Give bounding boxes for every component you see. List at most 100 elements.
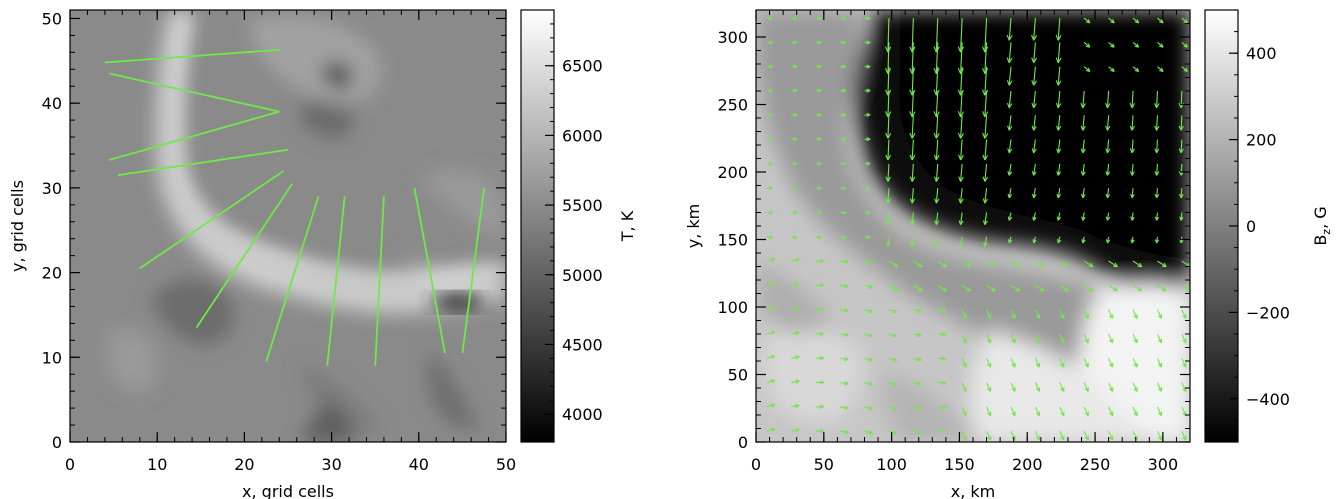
y-tick-label: 0 (52, 433, 62, 452)
vector-arrow (1157, 41, 1164, 48)
x-tick-label: 30 (321, 455, 341, 474)
vector-arrow (1081, 236, 1086, 244)
vector-arrow (982, 115, 989, 139)
vector-arrow (815, 16, 822, 21)
vector-arrow (791, 428, 800, 433)
vector-arrow (766, 330, 776, 335)
vector-arrow (913, 308, 922, 313)
overlay-line (108, 110, 280, 161)
vector-arrow (1034, 406, 1041, 417)
vector-arrow (982, 139, 989, 161)
vector-arrow (933, 163, 940, 182)
vector-arrow (766, 88, 773, 93)
vector-arrow (766, 379, 776, 384)
vector-arrow (909, 42, 916, 74)
vector-arrow (766, 257, 776, 262)
vector-arrow (934, 188, 940, 204)
vector-arrow (885, 236, 891, 247)
vector-arrow (909, 115, 916, 139)
vector-arrow (864, 112, 871, 118)
colorbar-tick-label: 4500 (562, 335, 603, 354)
left-panel: 0 10 20 30 40 50 0 10 20 30 40 50 x, grid cells y, … (8, 9, 637, 499)
right-axis-ticks (755, 9, 1191, 443)
x-tick-label: 20 (234, 455, 254, 474)
vector-arrow (958, 236, 964, 247)
vector-arrow (934, 212, 940, 226)
colorbar-tick-label: 4000 (562, 405, 603, 424)
vector-arrow (766, 16, 773, 21)
vector-arrow (766, 112, 773, 118)
vector-arrow (986, 309, 992, 319)
y-tick-label: 10 (42, 348, 62, 367)
vector-arrow (840, 161, 846, 166)
vector-arrow (840, 332, 849, 337)
vector-arrow (1032, 236, 1037, 244)
vector-arrow (815, 428, 824, 434)
vector-arrow (961, 406, 967, 417)
vector-arrow (815, 331, 824, 337)
vector-arrow (815, 64, 822, 69)
vector-arrow (1157, 66, 1164, 73)
vector-arrow (1154, 163, 1160, 176)
x-tick-label: 0 (65, 455, 75, 474)
colorbar-tick-label: 6000 (562, 126, 603, 145)
vector-arrow (1080, 90, 1086, 109)
vector-arrow (1156, 382, 1163, 392)
vector-arrow (888, 357, 898, 362)
vector-arrow (1132, 260, 1143, 268)
vector-arrow (913, 332, 922, 338)
vector-arrow (1108, 17, 1115, 24)
vector-arrow (1031, 90, 1037, 109)
vector-arrow (1105, 236, 1111, 244)
vector-arrow (957, 18, 964, 53)
vector-arrow (815, 235, 822, 240)
vector-arrow (1181, 17, 1188, 24)
vector-arrow (1034, 382, 1041, 392)
vector-arrow (937, 429, 947, 434)
left-colorbar-ticks: 4000 4500 5000 5500 6000 6500 (545, 9, 603, 443)
vector-arrow (1157, 17, 1164, 24)
vector-arrow (791, 355, 800, 360)
vector-arrow (934, 236, 940, 247)
vector-arrow (791, 235, 798, 240)
vector-arrow (1031, 139, 1037, 154)
colorbar-tick-label: 5000 (562, 266, 603, 285)
vector-arrow (791, 112, 798, 118)
vector-arrow (1108, 284, 1118, 292)
vector-arrow (815, 258, 824, 264)
vector-arrow (840, 64, 846, 69)
vector-arrow (1034, 333, 1041, 344)
vector-arrow (1132, 309, 1138, 319)
vector-arrow (864, 333, 873, 338)
colorbar-tick-label: −200 (1246, 303, 1290, 322)
vector-arrow (766, 137, 773, 142)
vector-arrow (884, 18, 892, 53)
colorbar-tick-label: 0 (1246, 217, 1256, 236)
vector-arrow (1010, 358, 1016, 368)
vector-arrow (815, 404, 824, 409)
vector-arrow (1006, 90, 1013, 109)
vector-arrow (1181, 309, 1187, 319)
vector-arrow (791, 403, 800, 409)
vector-arrow (1056, 188, 1062, 199)
vector-arrow (791, 257, 800, 263)
vector-arrow (1105, 115, 1111, 131)
vector-arrow (766, 64, 773, 69)
x-tick-label: 50 (496, 455, 516, 474)
x-tick-label: 150 (944, 455, 975, 474)
vector-arrow (1081, 212, 1086, 221)
vector-arrow (1154, 115, 1160, 131)
vector-arrow (1055, 66, 1062, 86)
vector-arrow (933, 42, 940, 74)
overlay-line (265, 196, 320, 362)
x-tick-label: 10 (147, 455, 167, 474)
vector-arrow (913, 381, 922, 386)
x-tick-label: 250 (1080, 455, 1111, 474)
vector-arrow (1083, 41, 1091, 48)
vector-arrow (957, 115, 964, 139)
vector-arrow (864, 186, 871, 191)
vector-arrow (840, 283, 849, 289)
left-colorbar (521, 10, 554, 442)
vector-arrow (840, 137, 846, 142)
